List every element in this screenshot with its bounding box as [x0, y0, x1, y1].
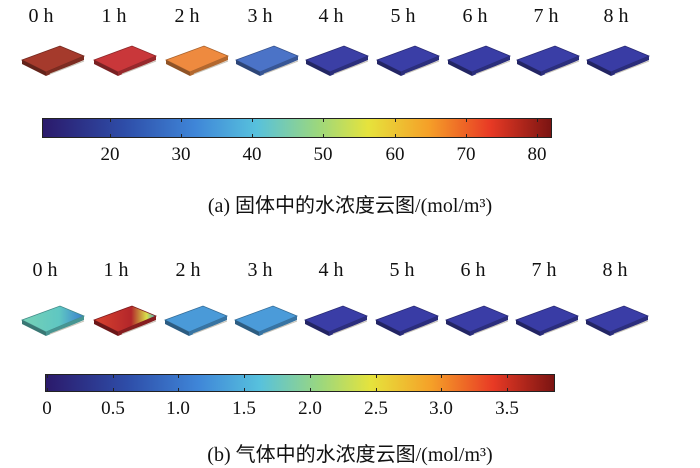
- time-label: 6 h: [460, 259, 486, 281]
- plate-model: [375, 42, 441, 78]
- time-label: 5 h: [390, 5, 416, 27]
- colorbar-a: [42, 118, 552, 138]
- plate-model: [444, 302, 510, 338]
- colorbar-tick: [507, 388, 508, 392]
- colorbar-tick: [323, 118, 324, 122]
- time-label: 1 h: [103, 259, 129, 281]
- time-label: 1 h: [101, 5, 127, 27]
- plate-model: [514, 302, 580, 338]
- colorbar-tick-label: 0.5: [101, 398, 125, 419]
- plate-model: [234, 42, 300, 78]
- panel-b: 0 h 1 h 2 h 3 h 4 h 5 h 6 h 7 h 8 h 0 0.5…: [0, 252, 700, 468]
- plate-model: [163, 302, 229, 338]
- plate-row-b: [0, 302, 700, 342]
- time-label: 4 h: [318, 259, 344, 281]
- colorbar-tick: [113, 374, 114, 378]
- time-label: 7 h: [531, 259, 557, 281]
- colorbar-tick-label: 3.0: [429, 398, 453, 419]
- colorbar-tick-label: 80: [527, 144, 547, 165]
- time-label: 8 h: [602, 259, 628, 281]
- time-label: 3 h: [247, 5, 273, 27]
- colorbar-tick: [47, 374, 48, 378]
- colorbar-tick-label: 0: [42, 398, 52, 419]
- time-label: 2 h: [174, 5, 200, 27]
- plate-model: [233, 302, 299, 338]
- plate-model: [515, 42, 581, 78]
- colorbar-tick: [507, 374, 508, 378]
- time-labels-b: 0 h 1 h 2 h 3 h 4 h 5 h 6 h 7 h 8 h: [0, 256, 700, 284]
- time-label: 5 h: [389, 259, 415, 281]
- colorbar-tick: [395, 118, 396, 122]
- colorbar-tick-label: 1.5: [232, 398, 256, 419]
- colorbar-tick: [252, 134, 253, 138]
- plate-model: [164, 42, 230, 78]
- plate-model: [20, 302, 86, 338]
- colorbar-tick-label: 20: [100, 144, 120, 165]
- colorbar-tick: [310, 374, 311, 378]
- colorbar-tick: [181, 118, 182, 122]
- time-label: 6 h: [462, 5, 488, 27]
- colorbar-tick-label: 2.5: [364, 398, 388, 419]
- colorbar-tick: [178, 388, 179, 392]
- colorbar-tick: [244, 388, 245, 392]
- colorbar-tick-label: 2.0: [298, 398, 322, 419]
- colorbar-tick: [310, 388, 311, 392]
- plate-model: [92, 42, 158, 78]
- colorbar-tick: [537, 118, 538, 122]
- colorbar-tick-label: 3.5: [495, 398, 519, 419]
- colorbar-tick: [376, 388, 377, 392]
- time-label: 8 h: [603, 5, 629, 27]
- time-label: 7 h: [533, 5, 559, 27]
- colorbar-tick: [178, 374, 179, 378]
- plate-model: [304, 42, 370, 78]
- colorbar-b: [45, 374, 555, 392]
- colorbar-gradient: [42, 118, 552, 138]
- time-label: 0 h: [32, 259, 58, 281]
- colorbar-tick: [376, 374, 377, 378]
- colorbar-tick: [323, 134, 324, 138]
- colorbar-tick: [110, 134, 111, 138]
- colorbar-tick: [110, 118, 111, 122]
- colorbar-tick: [466, 118, 467, 122]
- caption-a: (a) 固体中的水浓度云图/(mol/m³): [207, 195, 493, 217]
- colorbar-tick: [244, 374, 245, 378]
- time-label: 3 h: [247, 259, 273, 281]
- colorbar-tick: [466, 134, 467, 138]
- colorbar-tick: [47, 388, 48, 392]
- colorbar-tick: [252, 118, 253, 122]
- colorbar-tick-label: 40: [242, 144, 262, 165]
- colorbar-tick-label: 1.0: [166, 398, 190, 419]
- plate-model: [303, 302, 369, 338]
- plate-model: [446, 42, 512, 78]
- colorbar-gradient: [45, 374, 555, 392]
- time-label: 4 h: [318, 5, 344, 27]
- plate-model: [20, 42, 86, 78]
- colorbar-tick-label: 30: [171, 144, 191, 165]
- plate-model: [374, 302, 440, 338]
- time-label: 2 h: [175, 259, 201, 281]
- plate-model: [585, 42, 651, 78]
- time-labels-a: 0 h 1 h 2 h 3 h 4 h 5 h 6 h 7 h 8 h: [0, 2, 700, 30]
- colorbar-tick-label: 50: [313, 144, 333, 165]
- colorbar-tick: [441, 388, 442, 392]
- colorbar-tick: [441, 374, 442, 378]
- colorbar-tick: [537, 134, 538, 138]
- time-label: 0 h: [28, 5, 54, 27]
- colorbar-tick: [181, 134, 182, 138]
- colorbar-tick-label: 70: [456, 144, 476, 165]
- plate-row-a: [0, 42, 700, 82]
- plate-model: [584, 302, 650, 338]
- colorbar-tick: [113, 388, 114, 392]
- colorbar-tick: [395, 134, 396, 138]
- caption-b: (b) 气体中的水浓度云图/(mol/m³): [207, 444, 493, 466]
- colorbar-tick-label: 60: [385, 144, 405, 165]
- plate-model: [92, 302, 158, 338]
- panel-a: 0 h 1 h 2 h 3 h 4 h 5 h 6 h 7 h 8 h 20 30…: [0, 2, 700, 217]
